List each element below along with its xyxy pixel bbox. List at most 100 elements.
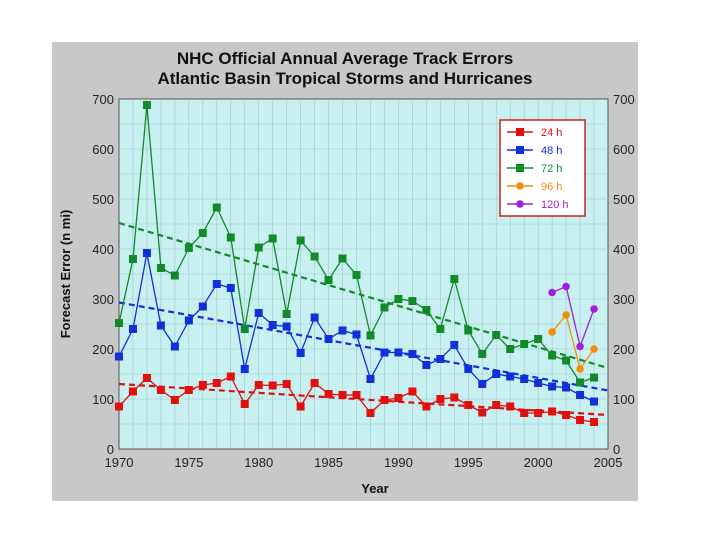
y-tick-label-left: 700 [92, 92, 114, 107]
y-tick-label-left: 100 [92, 392, 114, 407]
data-point-48h [450, 341, 459, 349]
data-point-48h [226, 284, 235, 292]
data-point-24h [422, 402, 431, 411]
data-point-48h [576, 391, 585, 399]
data-series [115, 101, 599, 426]
data-point-96h [590, 345, 598, 353]
data-point-72h [352, 271, 361, 279]
x-tick-label: 1970 [105, 455, 134, 470]
data-point-72h [422, 306, 431, 314]
data-point-72h [226, 233, 235, 242]
y-tick-label-left: 400 [92, 242, 114, 257]
legend-label-120h: 120 h [541, 199, 569, 211]
data-point-24h [324, 390, 333, 398]
data-point-48h [464, 365, 473, 373]
data-point-72h [520, 340, 529, 348]
data-point-48h [478, 380, 487, 388]
data-point-72h [184, 244, 193, 252]
legend-marker-72h [516, 164, 524, 172]
data-point-24h [450, 393, 459, 402]
legend: 24 h 48 h 72 h 96 h 120 h [499, 119, 586, 217]
data-point-48h [506, 372, 515, 381]
data-point-72h [590, 373, 599, 382]
data-point-24h [366, 409, 375, 417]
series-24h [115, 372, 599, 426]
data-point-24h [492, 401, 501, 409]
data-point-48h [296, 349, 305, 357]
data-point-48h [408, 350, 417, 358]
data-point-48h [268, 321, 277, 329]
data-point-24h [268, 381, 277, 390]
data-point-72h [156, 264, 165, 272]
data-point-72h [268, 234, 277, 243]
data-point-24h [506, 402, 515, 411]
data-point-24h [394, 394, 403, 402]
data-point-72h [142, 101, 151, 109]
data-point-24h [338, 391, 347, 399]
data-point-24h [282, 380, 291, 388]
x-tick-label: 1995 [454, 455, 483, 470]
x-axis-label: Year [361, 481, 388, 496]
series-120h [548, 282, 598, 351]
chart-subtitle: Atlantic Basin Tropical Storms and Hurri… [157, 69, 532, 88]
y-tick-labels-right: 0 100 200 300 400 500 600 700 [613, 92, 635, 457]
y-tick-labels-left: 0 100 200 300 400 500 600 700 [92, 92, 114, 457]
legend-label-96h: 96 h [541, 181, 562, 193]
y-axis-label: Forecast Error (n mi) [58, 210, 73, 339]
data-point-48h [366, 375, 375, 383]
data-point-24h [352, 391, 361, 399]
legend-label-72h: 72 h [541, 163, 562, 175]
data-point-24h [212, 379, 221, 387]
data-point-24h [296, 402, 305, 411]
data-point-24h [156, 386, 165, 394]
legend-marker-120h [516, 200, 524, 208]
data-point-72h [366, 331, 375, 340]
data-point-96h [548, 328, 556, 336]
data-point-72h [562, 356, 571, 365]
data-point-24h [590, 418, 599, 426]
y-tick-label-right: 400 [613, 242, 635, 257]
y-tick-label-right: 100 [613, 392, 635, 407]
data-point-48h [520, 375, 529, 383]
data-point-72h [310, 252, 319, 261]
y-tick-label-left: 500 [92, 192, 114, 207]
data-point-72h [282, 310, 291, 318]
chart-title: NHC Official Annual Average Track Errors [177, 49, 513, 68]
data-point-120h [576, 342, 584, 351]
legend-marker-48h [516, 146, 524, 154]
data-point-24h [464, 401, 473, 409]
data-point-72h [254, 243, 263, 252]
data-point-24h [142, 374, 151, 382]
data-point-72h [198, 229, 207, 237]
data-point-72h [380, 303, 389, 312]
x-tick-label: 1975 [174, 455, 203, 470]
data-point-72h [296, 236, 305, 245]
chart-figure: NHC Official Annual Average Track Errors… [52, 42, 638, 501]
data-point-72h [450, 275, 459, 283]
data-point-48h [115, 352, 123, 361]
data-point-48h [240, 365, 249, 373]
data-point-72h [324, 276, 333, 284]
data-point-24h [226, 372, 235, 381]
x-tick-labels: 1970 1975 1980 1985 1990 1995 2000 2005 [105, 455, 623, 470]
data-point-48h [492, 370, 501, 378]
y-tick-label-left: 600 [92, 142, 114, 157]
series-line-96h [551, 313, 595, 371]
data-point-24h [576, 416, 585, 424]
data-point-24h [198, 381, 207, 389]
data-point-48h [562, 383, 571, 392]
data-point-48h [590, 397, 599, 406]
legend-marker-24h [516, 128, 524, 136]
data-point-72h [338, 254, 347, 263]
data-point-24h [478, 408, 487, 417]
data-point-72h [576, 378, 585, 387]
y-tick-label-right: 0 [613, 442, 620, 457]
data-point-48h [436, 355, 445, 363]
data-point-48h [282, 322, 291, 331]
data-point-48h [184, 316, 193, 325]
x-tick-label: 1980 [244, 455, 273, 470]
data-point-48h [142, 249, 151, 257]
data-point-24h [128, 387, 137, 396]
data-point-24h [380, 396, 389, 404]
data-point-48h [352, 330, 361, 339]
